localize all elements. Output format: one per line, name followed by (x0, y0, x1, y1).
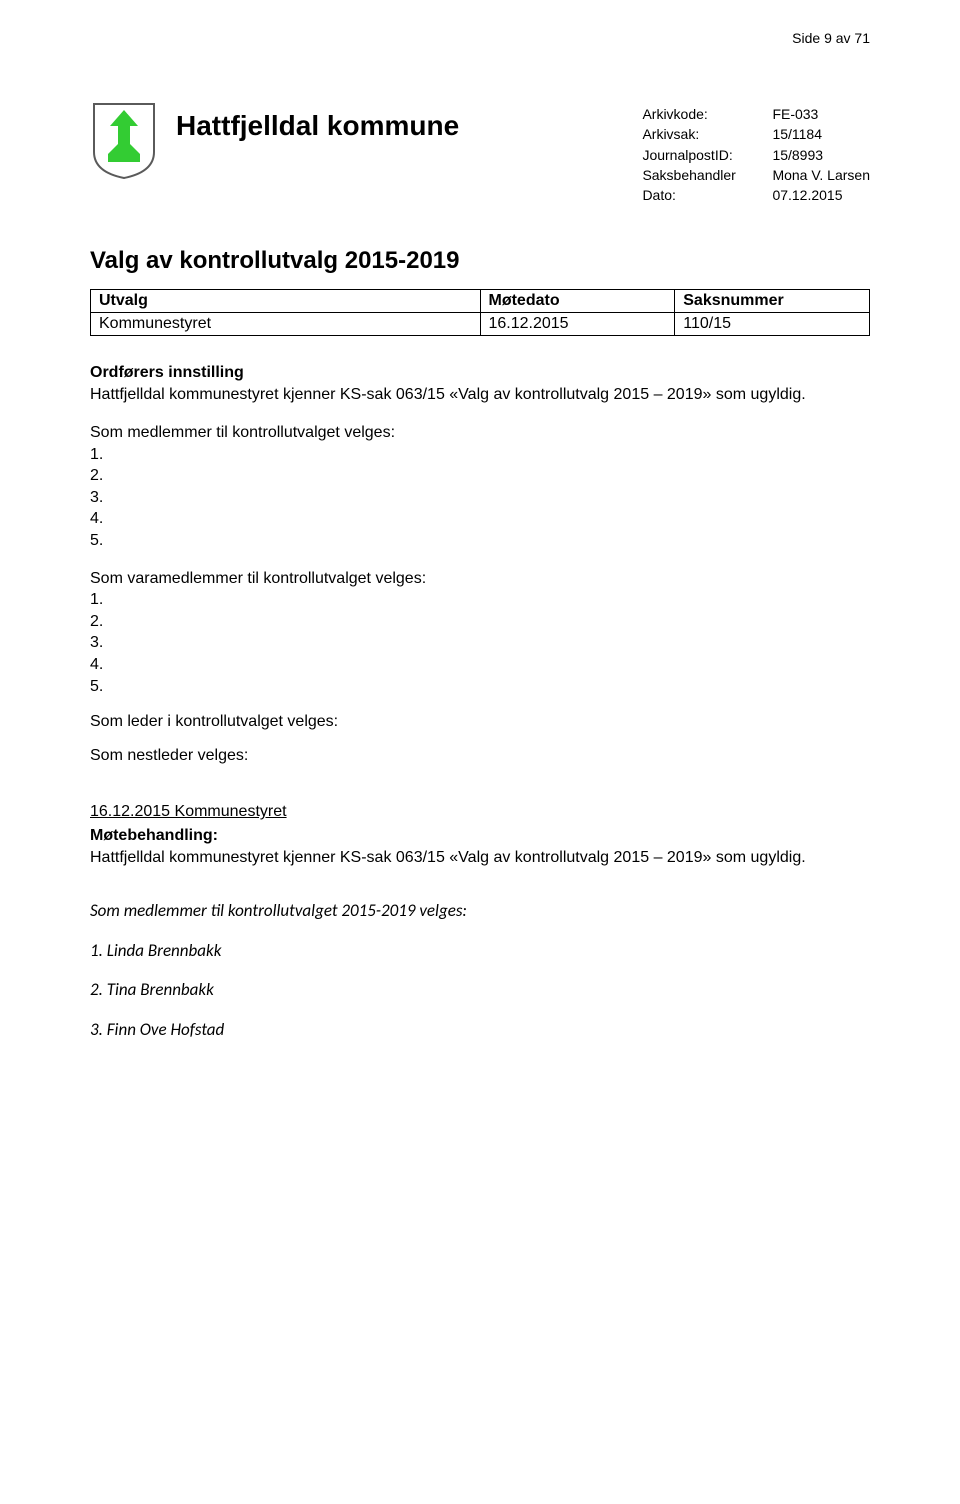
meta-arkivkode-label: Arkivkode: (642, 104, 772, 124)
ordforers-para: Hattfjelldal kommunestyret kjenner KS-sa… (90, 384, 870, 406)
varamedlemmer-block: Som varamedlemmer til kontrollutvalget v… (90, 568, 870, 698)
utvalg-cell-saksnummer: 110/15 (675, 313, 870, 336)
medlemmer-label: Som medlemmer til kontrollutvalget velge… (90, 422, 870, 444)
medlemmer-item: 1. (90, 444, 870, 466)
elected-intro: Som medlemmer til kontrollutvalget 2015-… (90, 898, 870, 924)
meta-arkivkode-value: FE-033 (772, 104, 818, 124)
elected-list: Som medlemmer til kontrollutvalget 2015-… (90, 898, 870, 1042)
varamedlemmer-item: 5. (90, 676, 870, 698)
ordforers-heading: Ordførers innstilling (90, 364, 870, 382)
meta-arkivsak-value: 15/1184 (772, 124, 822, 144)
meta-table: Arkivkode: FE-033 Arkivsak: 15/1184 Jour… (642, 104, 870, 205)
medlemmer-item: 3. (90, 487, 870, 509)
utvalg-table: Utvalg Møtedato Saksnummer Kommunestyret… (90, 289, 870, 336)
medlemmer-item: 2. (90, 465, 870, 487)
utvalg-header-utvalg: Utvalg (91, 290, 481, 313)
utvalg-header-saksnummer: Saksnummer (675, 290, 870, 313)
medlemmer-block: Som medlemmer til kontrollutvalget velge… (90, 422, 870, 552)
varamedlemmer-item: 3. (90, 632, 870, 654)
meeting-date-heading: 16.12.2015 Kommunestyret (90, 801, 870, 823)
document-title: Valg av kontrollutvalg 2015-2019 (90, 247, 870, 275)
leder-line: Som leder i kontrollutvalget velges: (90, 713, 870, 731)
meta-arkivsak-label: Arkivsak: (642, 124, 772, 144)
header-row: Hattfjelldal kommune Arkivkode: FE-033 A… (90, 100, 870, 205)
medlemmer-item: 5. (90, 530, 870, 552)
varamedlemmer-item: 1. (90, 589, 870, 611)
elected-item: 3. Finn Ove Hofstad (90, 1017, 870, 1043)
meta-journalpost-value: 15/8993 (772, 145, 823, 165)
utvalg-cell-motedato: 16.12.2015 (480, 313, 675, 336)
meta-saksbehandler-value: Mona V. Larsen (772, 165, 870, 185)
page-number: Side 9 av 71 (792, 30, 870, 46)
motebehandling-para: Hattfjelldal kommunestyret kjenner KS-sa… (90, 847, 870, 869)
meta-dato-label: Dato: (642, 185, 772, 205)
motebehandling-heading: Møtebehandling: (90, 827, 870, 845)
varamedlemmer-item: 2. (90, 611, 870, 633)
municipality-name: Hattfjelldal kommune (176, 110, 642, 142)
meta-saksbehandler-label: Saksbehandler (642, 165, 772, 185)
municipal-crest-icon (90, 100, 158, 180)
meta-dato-value: 07.12.2015 (772, 185, 842, 205)
elected-item: 1. Linda Brennbakk (90, 938, 870, 964)
medlemmer-item: 4. (90, 508, 870, 530)
utvalg-header-motedato: Møtedato (480, 290, 675, 313)
utvalg-cell-utvalg: Kommunestyret (91, 313, 481, 336)
varamedlemmer-label: Som varamedlemmer til kontrollutvalget v… (90, 568, 870, 590)
meta-journalpost-label: JournalpostID: (642, 145, 772, 165)
elected-item: 2. Tina Brennbakk (90, 977, 870, 1003)
nestleder-line: Som nestleder velges: (90, 747, 870, 765)
varamedlemmer-item: 4. (90, 654, 870, 676)
